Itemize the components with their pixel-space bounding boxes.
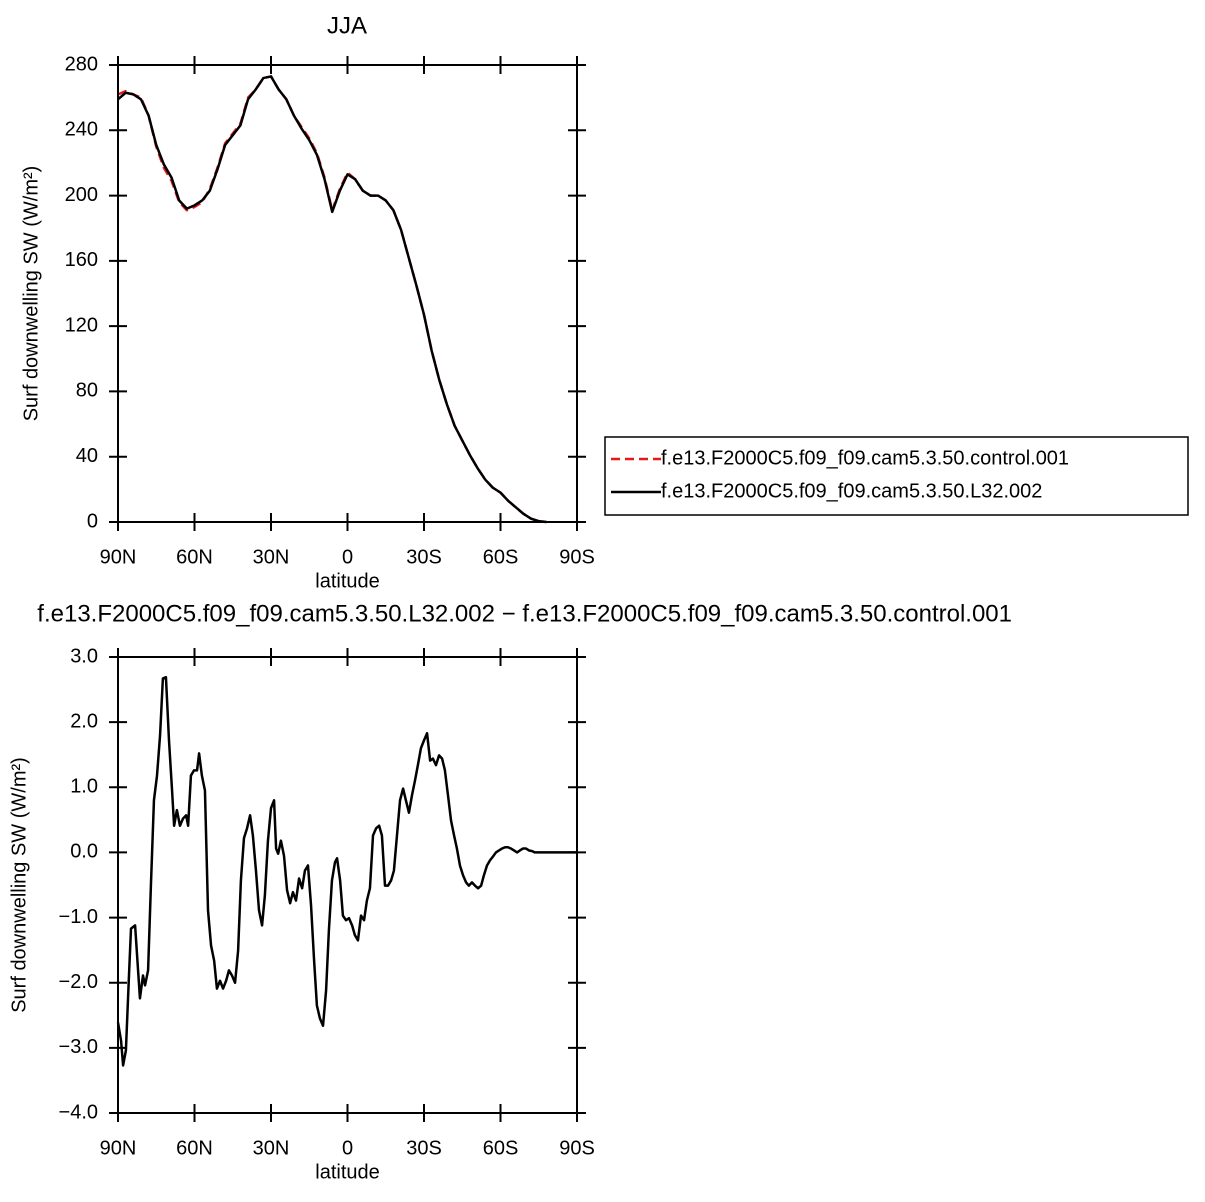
chart-title: JJA [327, 12, 367, 39]
data-line [116, 675, 577, 1067]
x-tick-label: 60N [176, 546, 213, 568]
x-axis-label: latitude [315, 1161, 380, 1183]
y-tick-label: −1.0 [59, 906, 98, 928]
y-tick-label: 0 [87, 510, 98, 532]
plot-frame [117, 656, 578, 1114]
legend-box [604, 436, 1189, 516]
y-tick-label: 3.0 [70, 645, 98, 667]
x-tick-label: 90S [559, 546, 595, 568]
y-tick-label: −4.0 [59, 1101, 98, 1123]
y-tick-label: 200 [65, 184, 98, 206]
y-tick-label: 40 [76, 445, 98, 467]
y-axis-label: Surf downwelling SW (W/m²) [20, 166, 42, 422]
x-tick-label: 60S [483, 546, 519, 568]
x-axis-label: latitude [315, 570, 380, 592]
y-axis-label: Surf downwelling SW (W/m²) [8, 757, 30, 1013]
y-tick-label: 1.0 [70, 776, 98, 798]
y-tick-label: 2.0 [70, 710, 98, 732]
data-line [117, 75, 547, 524]
x-tick-label: 30S [406, 1137, 442, 1159]
x-tick-label: 30S [406, 546, 442, 568]
chart-title: f.e13.F2000C5.f09_f09.cam5.3.50.L32.002 … [37, 600, 1012, 627]
y-tick-label: 0.0 [70, 841, 98, 863]
x-tick-label: 60N [176, 1137, 213, 1159]
x-tick-label: 0 [342, 546, 353, 568]
plot-frame [117, 64, 578, 523]
y-tick-label: 280 [65, 53, 98, 75]
x-tick-label: 90N [100, 546, 137, 568]
y-tick-label: 240 [65, 119, 98, 141]
x-tick-label: 0 [342, 1137, 353, 1159]
legend-label: f.e13.F2000C5.f09_f09.cam5.3.50.L32.002 [661, 480, 1042, 502]
x-tick-label: 30N [253, 546, 290, 568]
x-tick-label: 90S [559, 1137, 595, 1159]
x-tick-label: 90N [100, 1137, 137, 1159]
y-tick-label: 120 [65, 314, 98, 336]
data-line [117, 75, 547, 524]
legend-label: f.e13.F2000C5.f09_f09.cam5.3.50.control.… [661, 447, 1069, 469]
x-tick-label: 30N [253, 1137, 290, 1159]
x-tick-label: 60S [483, 1137, 519, 1159]
y-tick-label: 160 [65, 249, 98, 271]
y-tick-label: −3.0 [59, 1036, 98, 1058]
y-tick-label: 80 [76, 380, 98, 402]
y-tick-label: −2.0 [59, 971, 98, 993]
